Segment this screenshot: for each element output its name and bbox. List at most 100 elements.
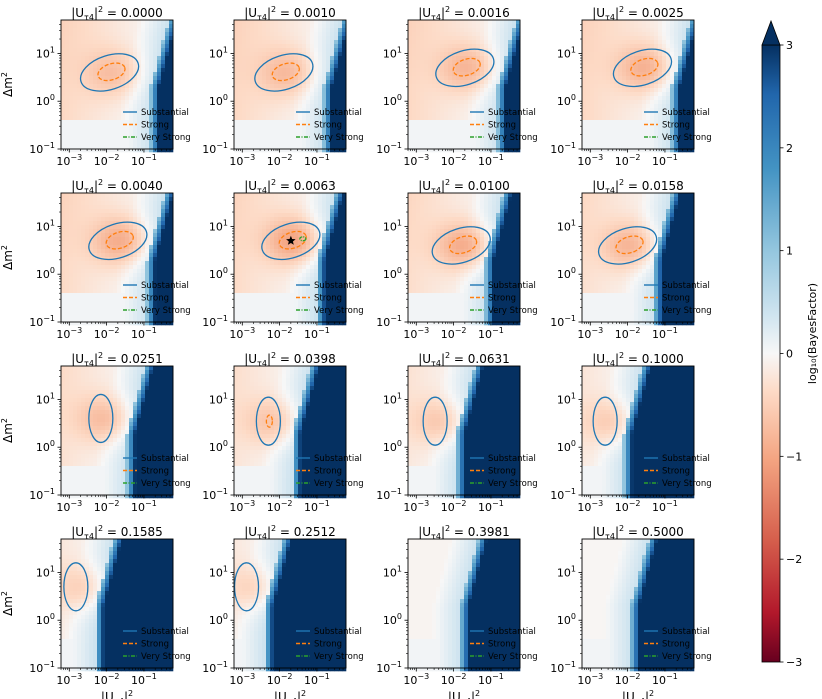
heatmap-cell: [646, 92, 651, 97]
heatmap-cell: [145, 193, 150, 198]
heatmap-cell: [294, 76, 299, 81]
heatmap-cell: [254, 140, 259, 145]
heatmap-cell: [650, 132, 655, 137]
heatmap-cell: [586, 96, 591, 101]
heatmap-cell: [456, 64, 461, 69]
heatmap-cell: [342, 60, 347, 65]
heatmap-cell: [428, 112, 433, 117]
heatmap-cell: [97, 84, 102, 89]
heatmap-cell: [270, 76, 275, 81]
heatmap-cell: [250, 140, 255, 145]
heatmap-cell: [133, 52, 138, 57]
x-tick-label: 10−3: [403, 153, 429, 168]
heatmap-cell: [109, 229, 114, 234]
heatmap-cell: [416, 124, 421, 129]
heatmap-cell: [157, 289, 162, 294]
heatmap-cell: [436, 132, 441, 137]
heatmap-cell: [496, 124, 501, 129]
heatmap-cell: [432, 56, 437, 61]
heatmap-cell: [638, 20, 643, 25]
heatmap-cell: [61, 249, 66, 254]
heatmap-cell: [73, 104, 78, 109]
heatmap-cell: [121, 209, 126, 214]
heatmap-cell: [121, 261, 126, 266]
heatmap-cell: [81, 221, 86, 226]
heatmap-cell: [586, 40, 591, 45]
heatmap-cell: [73, 289, 78, 294]
heatmap-cell: [69, 209, 74, 214]
heatmap-cell: [428, 124, 433, 129]
heatmap-cell: [129, 76, 134, 81]
heatmap-cell: [338, 96, 343, 101]
heatmap-cell: [322, 56, 327, 61]
heatmap-cell: [109, 313, 114, 318]
heatmap-cell: [606, 68, 611, 73]
heatmap-cell: [424, 108, 429, 113]
heatmap-cell: [161, 201, 166, 206]
legend-label: Very Strong: [141, 133, 191, 143]
heatmap-cell: [141, 144, 146, 149]
heatmap-cell: [141, 233, 146, 238]
heatmap-cell: [165, 293, 170, 298]
heatmap-cell: [488, 72, 493, 77]
heatmap-cell: [157, 217, 162, 222]
heatmap-cell: [157, 92, 162, 97]
heatmap-cell: [77, 92, 82, 97]
heatmap-cell: [141, 28, 146, 33]
heatmap-cell: [141, 201, 146, 206]
heatmap-cell: [282, 92, 287, 97]
heatmap-cell: [161, 68, 166, 73]
heatmap-cell: [153, 193, 158, 198]
heatmap-cell: [282, 148, 287, 153]
heatmap-cell: [682, 76, 687, 81]
heatmap-cell: [476, 36, 481, 41]
heatmap-cell: [137, 92, 142, 97]
heatmap-cell: [89, 92, 94, 97]
heatmap-cell: [266, 84, 271, 89]
heatmap-cell: [682, 96, 687, 101]
heatmap-cell: [89, 96, 94, 101]
heatmap-cell: [109, 24, 114, 29]
heatmap-cell: [246, 88, 251, 93]
heatmap-cell: [610, 40, 615, 45]
heatmap-cell: [242, 108, 247, 113]
heatmap-cell: [250, 76, 255, 81]
heatmap-cell: [448, 48, 453, 53]
heatmap-cell: [496, 144, 501, 149]
heatmap-cell: [662, 92, 667, 97]
heatmap-cell: [129, 281, 134, 286]
heatmap-cell: [432, 20, 437, 25]
heatmap-cell: [610, 52, 615, 57]
heatmap-cell: [602, 144, 607, 149]
heatmap-cell: [500, 24, 505, 29]
heatmap-cell: [270, 20, 275, 25]
heatmap-cell: [153, 201, 158, 206]
heatmap-cell: [420, 80, 425, 85]
heatmap-cell: [125, 36, 130, 41]
heatmap-cell: [61, 132, 66, 137]
heatmap-cell: [456, 116, 461, 121]
heatmap-cell: [682, 60, 687, 65]
heatmap-cell: [452, 124, 457, 129]
heatmap-cell: [594, 52, 599, 57]
heatmap-cell: [157, 100, 162, 105]
heatmap-cell: [444, 88, 449, 93]
heatmap-cell: [314, 40, 319, 45]
heatmap-cell: [137, 253, 142, 258]
heatmap-cell: [444, 128, 449, 133]
heatmap-cell: [238, 36, 243, 41]
heatmap-cell: [61, 128, 66, 133]
heatmap-cell: [512, 120, 517, 125]
heatmap-cell: [65, 265, 70, 270]
heatmap-cell: [298, 120, 303, 125]
heatmap-cell: [137, 48, 142, 53]
heatmap-cell: [586, 28, 591, 33]
heatmap-cell: [153, 225, 158, 230]
heatmap-cell: [582, 112, 587, 117]
heatmap-cell: [258, 140, 263, 145]
heatmap-cell: [318, 132, 323, 137]
heatmap-cell: [141, 301, 146, 306]
heatmap-cell: [105, 281, 110, 286]
heatmap-cell: [73, 136, 78, 141]
